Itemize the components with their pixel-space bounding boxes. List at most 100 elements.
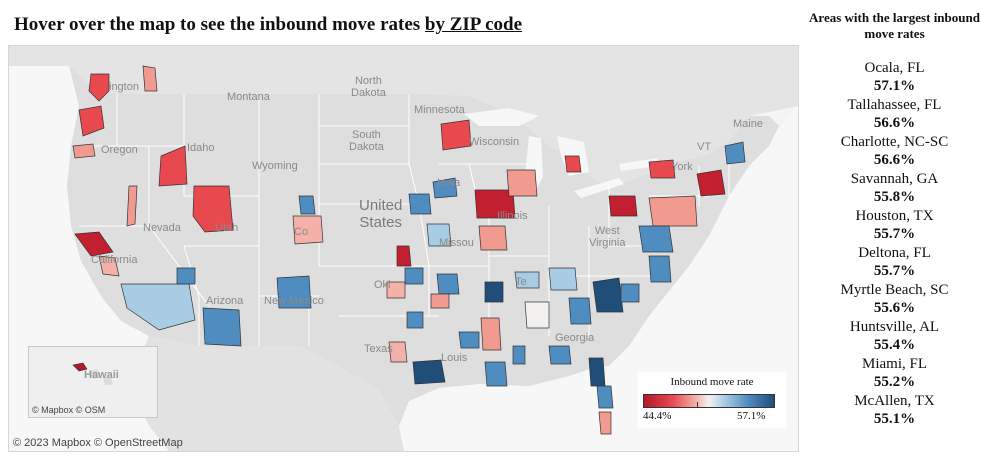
label-west-virginia: West Virginia bbox=[589, 225, 626, 249]
zip-area[interactable] bbox=[426, 223, 452, 247]
zip-area[interactable] bbox=[696, 169, 726, 197]
zip-area[interactable] bbox=[548, 345, 572, 365]
zip-area[interactable] bbox=[126, 185, 138, 227]
zip-area[interactable] bbox=[396, 245, 412, 267]
zip-area[interactable] bbox=[484, 281, 504, 303]
zip-area[interactable] bbox=[78, 105, 105, 137]
top-areas-list: Ocala, FL 57.1% Tallahassee, FL 56.6% Charlo… bbox=[808, 59, 981, 429]
zip-area[interactable] bbox=[506, 169, 538, 197]
zip-area[interactable] bbox=[620, 283, 640, 303]
map-canvas[interactable] bbox=[9, 46, 798, 451]
legend-title: Inbound move rate bbox=[670, 376, 754, 388]
label-minnesota: Minnesota bbox=[414, 104, 465, 116]
label-montana: Montana bbox=[227, 91, 270, 103]
inset-credit: © Mapbox © OSM bbox=[32, 405, 106, 415]
zip-area[interactable] bbox=[648, 255, 672, 283]
label-south-dakota: South Dakota bbox=[349, 129, 384, 153]
zip-area[interactable] bbox=[480, 317, 502, 351]
label-hawaii: Hawaii bbox=[84, 369, 119, 381]
area-item: Deltona, FL 55.7% bbox=[808, 244, 981, 281]
zip-areas[interactable] bbox=[72, 65, 746, 435]
zip-area[interactable] bbox=[588, 357, 606, 387]
area-rate: 55.4% bbox=[873, 337, 916, 353]
zip-area[interactable] bbox=[638, 225, 674, 253]
area-item: Charlotte, NC-SC 56.6% bbox=[808, 133, 981, 170]
zip-area[interactable] bbox=[512, 345, 526, 365]
hawaii-island bbox=[103, 377, 113, 385]
zip-area[interactable] bbox=[458, 331, 480, 349]
area-rate: 56.6% bbox=[873, 115, 916, 131]
label-california: California bbox=[91, 254, 138, 266]
zip-area[interactable] bbox=[478, 225, 508, 251]
label-texas: Texas bbox=[364, 343, 393, 355]
legend-min: 44.4% bbox=[643, 410, 672, 422]
lake-ontario bbox=[619, 158, 659, 171]
zip-area[interactable] bbox=[412, 359, 446, 385]
area-name: McAllen, TX bbox=[854, 393, 935, 409]
zip-area[interactable] bbox=[724, 141, 746, 165]
lake-superior bbox=[464, 108, 539, 126]
zip-area[interactable] bbox=[72, 143, 96, 159]
zip-area[interactable] bbox=[406, 311, 424, 329]
legend-color-bar bbox=[643, 394, 775, 408]
area-rate: 55.6% bbox=[873, 300, 916, 316]
hawaii-inset[interactable]: Hawaii © Mapbox © OSM bbox=[28, 346, 158, 418]
canada-landmass bbox=[9, 46, 798, 186]
zip-area[interactable] bbox=[386, 281, 406, 299]
area-item: Myrtle Beach, SC 55.6% bbox=[808, 281, 981, 318]
label-united-states: United States bbox=[359, 197, 403, 231]
zip-area[interactable] bbox=[408, 193, 432, 215]
zip-code-link[interactable]: by ZIP code bbox=[424, 14, 523, 35]
zip-area[interactable] bbox=[524, 301, 550, 329]
area-rate: 56.6% bbox=[873, 152, 916, 168]
zip-area[interactable] bbox=[564, 155, 582, 173]
area-item: Huntsville, AL 55.4% bbox=[808, 318, 981, 355]
zip-area[interactable] bbox=[292, 215, 324, 245]
zip-area[interactable] bbox=[568, 297, 592, 325]
zip-area[interactable] bbox=[548, 267, 578, 291]
zip-area[interactable] bbox=[98, 255, 120, 277]
area-rate: 55.7% bbox=[873, 226, 916, 242]
zip-area[interactable] bbox=[298, 195, 316, 215]
zip-area[interactable] bbox=[276, 275, 312, 309]
zip-area[interactable] bbox=[142, 65, 158, 92]
zip-area[interactable] bbox=[432, 177, 458, 199]
zip-area[interactable] bbox=[192, 185, 234, 233]
zip-area[interactable] bbox=[388, 341, 408, 363]
map-attribution[interactable]: © 2023 Mapbox © OpenStreetMap bbox=[13, 437, 183, 449]
zip-area[interactable] bbox=[440, 119, 472, 151]
zip-area[interactable] bbox=[158, 145, 188, 187]
zip-area[interactable] bbox=[514, 271, 540, 289]
label-vermont: VT bbox=[697, 141, 712, 153]
zip-area[interactable] bbox=[74, 231, 114, 257]
legend-tick bbox=[697, 402, 698, 408]
zip-area[interactable] bbox=[608, 195, 638, 217]
zip-area[interactable] bbox=[474, 189, 516, 219]
label-idaho: Idaho bbox=[187, 142, 215, 154]
zip-area[interactable] bbox=[648, 195, 698, 227]
label-maine: Maine bbox=[733, 118, 763, 130]
zip-area[interactable] bbox=[202, 307, 242, 347]
zip-area[interactable] bbox=[648, 159, 676, 179]
zip-area[interactable] bbox=[484, 361, 508, 387]
label-utah: Utah bbox=[215, 222, 239, 234]
zip-area[interactable] bbox=[598, 411, 612, 435]
top-areas-title: Areas with the largest inbound move rate… bbox=[809, 10, 980, 41]
area-name: Huntsville, AL bbox=[849, 319, 940, 335]
hawaii-island bbox=[72, 362, 88, 372]
area-name: Savannah, GA bbox=[850, 171, 939, 187]
zip-area[interactable] bbox=[404, 267, 424, 285]
zip-area[interactable] bbox=[436, 273, 460, 295]
area-name: Houston, TX bbox=[855, 208, 934, 224]
zip-area[interactable] bbox=[430, 293, 450, 309]
label-missouri: Missou bbox=[439, 237, 474, 249]
top-areas-panel: Areas with the largest inbound move rate… bbox=[808, 10, 981, 429]
us-map[interactable]: ington Montana North Dakota Minnesota Wis… bbox=[8, 45, 799, 452]
zip-area[interactable] bbox=[592, 277, 624, 313]
zip-area[interactable] bbox=[596, 385, 614, 409]
area-name: Deltona, FL bbox=[858, 245, 931, 261]
area-item: Miami, FL 55.2% bbox=[808, 355, 981, 392]
zip-area[interactable] bbox=[88, 73, 110, 102]
zip-area[interactable] bbox=[176, 267, 196, 285]
